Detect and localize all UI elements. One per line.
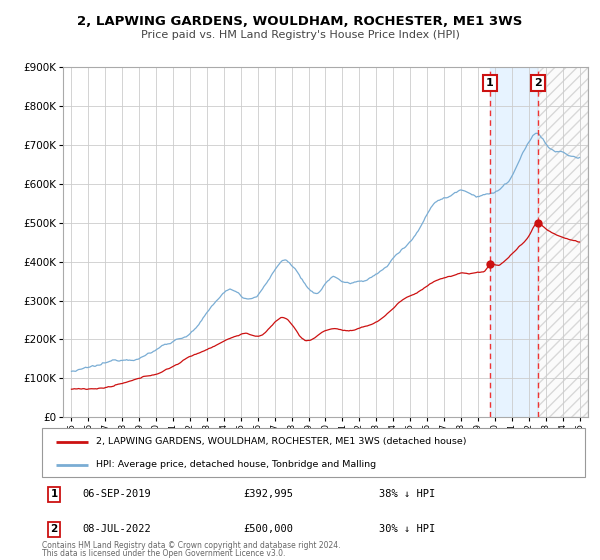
Text: £500,000: £500,000 [243,525,293,534]
Text: 1: 1 [50,489,58,500]
Bar [538,67,588,417]
Text: 08-JUL-2022: 08-JUL-2022 [83,525,151,534]
Text: HPI: Average price, detached house, Tonbridge and Malling: HPI: Average price, detached house, Tonb… [97,460,376,469]
Text: 2, LAPWING GARDENS, WOULDHAM, ROCHESTER, ME1 3WS: 2, LAPWING GARDENS, WOULDHAM, ROCHESTER,… [77,15,523,28]
Text: Price paid vs. HM Land Registry's House Price Index (HPI): Price paid vs. HM Land Registry's House … [140,30,460,40]
Text: £392,995: £392,995 [243,489,293,500]
Bar [538,67,588,417]
Text: 06-SEP-2019: 06-SEP-2019 [83,489,151,500]
Text: This data is licensed under the Open Government Licence v3.0.: This data is licensed under the Open Gov… [42,549,286,558]
Text: 2, LAPWING GARDENS, WOULDHAM, ROCHESTER, ME1 3WS (detached house): 2, LAPWING GARDENS, WOULDHAM, ROCHESTER,… [97,437,467,446]
Bar [490,67,538,417]
Text: 1: 1 [486,78,494,88]
Text: Contains HM Land Registry data © Crown copyright and database right 2024.: Contains HM Land Registry data © Crown c… [42,541,341,550]
FancyBboxPatch shape [42,428,585,477]
Text: 2: 2 [534,78,542,88]
Text: 30% ↓ HPI: 30% ↓ HPI [379,525,435,534]
Text: 2: 2 [50,525,58,534]
Text: 38% ↓ HPI: 38% ↓ HPI [379,489,435,500]
